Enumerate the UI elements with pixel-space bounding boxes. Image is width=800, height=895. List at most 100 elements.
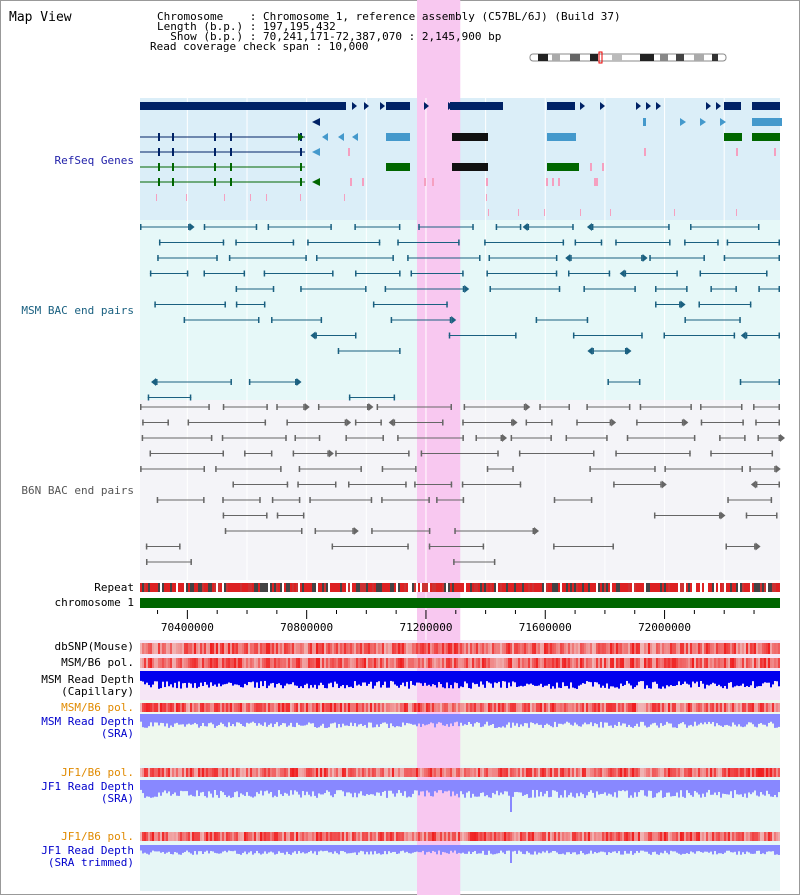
depth-bar	[230, 780, 232, 798]
depth-bar	[444, 780, 446, 792]
depth-bar	[478, 714, 480, 723]
repeat-bar	[498, 583, 500, 592]
depth-bar	[360, 845, 362, 851]
depth-bar	[250, 714, 252, 723]
heat-cell	[324, 703, 326, 712]
heat-cell	[530, 832, 532, 841]
depth-bar	[592, 780, 594, 793]
repeat-bar	[326, 583, 328, 592]
depth-bar	[368, 714, 370, 723]
depth-bar	[672, 671, 674, 686]
repeat-bar	[468, 583, 470, 592]
repeat-bar	[270, 583, 272, 592]
heat-cell	[280, 832, 282, 841]
heat-cell	[232, 703, 234, 712]
heat-cell	[756, 643, 758, 654]
bac-end	[301, 528, 303, 534]
track-label-refseq-genes[interactable]: RefSeq Genes	[54, 154, 134, 167]
track-label-msm-bac-end-pairs[interactable]: MSM BAC end pairs	[21, 304, 134, 317]
heat-cell	[580, 768, 582, 777]
heat-cell	[476, 703, 478, 712]
heat-cell	[236, 832, 238, 841]
bac-end	[660, 481, 662, 488]
heat-cell	[314, 832, 316, 841]
heat-cell	[444, 703, 446, 712]
heat-cell	[218, 658, 220, 668]
bac-end	[399, 270, 401, 277]
heat-cell	[368, 768, 370, 777]
depth-bar	[672, 845, 674, 852]
heat-cell	[272, 658, 274, 668]
heat-cell	[610, 658, 612, 668]
heat-cell	[500, 768, 502, 777]
depth-bar	[176, 845, 178, 853]
depth-bar	[736, 671, 738, 686]
heat-cell	[372, 703, 374, 712]
depth-bar	[768, 671, 770, 683]
heat-cell	[566, 658, 568, 668]
depth-bar	[460, 671, 462, 687]
heat-cell	[762, 643, 764, 654]
depth-bar	[462, 780, 464, 795]
heat-cell	[148, 658, 150, 668]
heat-cell	[750, 658, 752, 668]
heat-cell	[288, 703, 290, 712]
depth-bar	[552, 714, 554, 728]
bac-end	[382, 435, 384, 441]
repeat-bar	[666, 583, 668, 592]
heat-cell	[556, 658, 558, 668]
track-label-b6n-bac-end-pairs[interactable]: B6N BAC end pairs	[21, 484, 134, 497]
bac-end-arrow	[346, 418, 352, 427]
heat-cell	[254, 658, 256, 668]
depth-bar	[172, 714, 174, 727]
heat-cell	[218, 768, 220, 777]
repeat-bar	[394, 583, 396, 592]
heat-cell	[332, 658, 334, 668]
depth-bar	[696, 714, 698, 726]
heat-cell	[536, 643, 538, 654]
bac-end	[755, 419, 757, 426]
depth-bar	[778, 671, 780, 687]
depth-bar	[286, 845, 288, 852]
heat-cell	[176, 832, 178, 841]
depth-bar	[486, 780, 488, 796]
heat-cell	[536, 658, 538, 668]
heat-cell	[342, 658, 344, 668]
heat-cell	[348, 658, 350, 668]
heat-cell	[704, 658, 706, 668]
heat-cell	[454, 658, 456, 668]
depth-bar	[208, 780, 210, 792]
heat-cell	[712, 643, 714, 654]
heat-cell	[502, 658, 504, 668]
depth-bar	[628, 780, 630, 798]
depth-bar	[426, 845, 428, 853]
depth-bar	[294, 780, 296, 791]
heat-cell	[336, 768, 338, 777]
heat-cell	[346, 643, 348, 654]
depth-bar	[420, 714, 422, 727]
heat-cell	[734, 832, 736, 841]
depth-bar	[380, 780, 382, 796]
heat-cell	[150, 703, 152, 712]
repeat-bar	[458, 583, 460, 592]
heat-cell	[438, 703, 440, 712]
heat-cell	[726, 703, 728, 712]
heat-cell	[460, 658, 462, 668]
heat-cell	[696, 768, 698, 777]
heat-cell	[706, 768, 708, 777]
bac-end	[399, 348, 401, 354]
depth-bar	[688, 714, 690, 726]
bac-end	[776, 512, 778, 519]
depth-bar	[224, 714, 226, 727]
depth-bar	[472, 714, 474, 727]
depth-bar	[632, 671, 634, 689]
depth-bar	[320, 845, 322, 851]
pink-mark	[266, 194, 267, 201]
heat-cell	[436, 643, 438, 654]
depth-bar	[396, 845, 398, 855]
heat-cell	[562, 832, 564, 841]
heat-cell	[480, 703, 482, 712]
heat-cell	[176, 643, 178, 654]
heat-cell	[358, 768, 360, 777]
